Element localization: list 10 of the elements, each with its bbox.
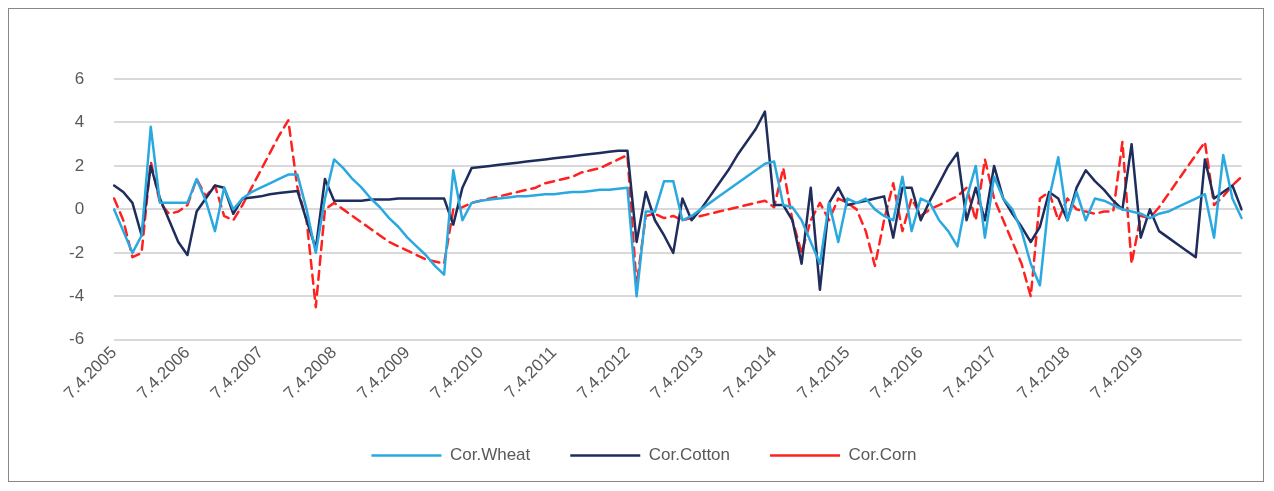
legend-label: Cor.Corn: [848, 445, 917, 465]
y-tick-label: 0: [74, 199, 85, 219]
y-tick-label: 4: [74, 112, 85, 132]
y-tick-label: -6: [68, 329, 85, 349]
y-tick-label: -4: [68, 286, 85, 306]
legend-label: Cor.Wheat: [449, 445, 531, 465]
legend-label: Cor.Cotton: [648, 445, 731, 465]
y-tick-label: 2: [74, 155, 85, 175]
y-tick-label: 6: [74, 68, 85, 88]
y-tick-label: -2: [68, 242, 85, 262]
